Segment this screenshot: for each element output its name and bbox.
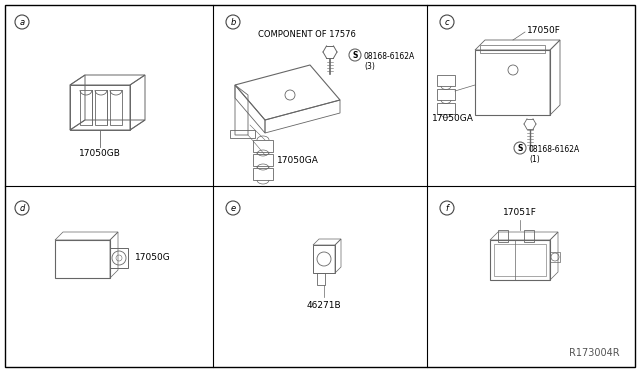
- Bar: [253, 154, 273, 166]
- Bar: [437, 103, 455, 114]
- Text: S: S: [352, 51, 358, 60]
- Text: a: a: [19, 17, 24, 26]
- Bar: [317, 273, 325, 285]
- Text: 08168-6162A
(1): 08168-6162A (1): [529, 145, 580, 164]
- Text: 17050GB: 17050GB: [79, 148, 121, 157]
- Text: 17050GA: 17050GA: [432, 113, 474, 122]
- Bar: [80, 90, 92, 125]
- Text: b: b: [230, 17, 236, 26]
- Bar: [313, 245, 335, 273]
- Bar: [524, 230, 534, 242]
- Bar: [55, 240, 110, 278]
- Bar: [480, 45, 545, 53]
- Bar: [110, 248, 128, 268]
- Text: R173004R: R173004R: [570, 348, 620, 358]
- Bar: [550, 252, 560, 262]
- Bar: [95, 90, 107, 125]
- Text: c: c: [445, 17, 449, 26]
- Text: 17051F: 17051F: [503, 208, 537, 217]
- Text: 17050GA: 17050GA: [277, 155, 319, 164]
- Text: f: f: [445, 203, 449, 212]
- Text: 17050F: 17050F: [527, 26, 561, 35]
- Bar: [490, 240, 550, 280]
- Bar: [475, 50, 550, 115]
- Text: e: e: [230, 203, 236, 212]
- Text: S: S: [517, 144, 523, 153]
- Bar: [253, 140, 273, 152]
- Text: 17050G: 17050G: [135, 253, 171, 263]
- Bar: [437, 75, 455, 86]
- Bar: [437, 89, 455, 100]
- Text: d: d: [19, 203, 25, 212]
- Bar: [494, 244, 546, 276]
- Bar: [230, 130, 255, 138]
- Bar: [253, 168, 273, 180]
- Text: COMPONENT OF 17576: COMPONENT OF 17576: [258, 30, 356, 39]
- Bar: [498, 230, 508, 242]
- Text: 08168-6162A
(3): 08168-6162A (3): [364, 52, 415, 71]
- Text: 46271B: 46271B: [307, 301, 341, 310]
- Bar: [110, 90, 122, 125]
